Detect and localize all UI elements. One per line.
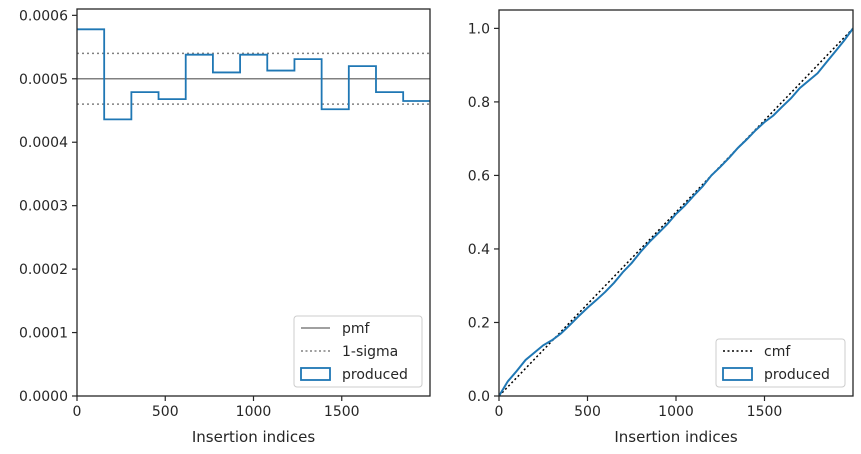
legend-label-pmf: pmf [342,321,371,337]
right-chart-cmf: 0 500 1000 1500 0.0 0.2 0.4 0.6 0.8 1.0 Insertion … [468,9,854,446]
x-tick-label: 1000 [658,404,694,420]
x-tick-label: 1500 [747,404,783,420]
y-tick-label: 0.0002 [19,262,68,278]
x-tick-label: 0 [495,404,504,420]
legend-label-produced: produced [764,367,830,383]
y-tick-label: 0.0006 [19,8,68,24]
y-tick-label: 0.0005 [19,72,68,88]
x-axis-label: Insertion indices [192,428,315,446]
axes-frame [498,9,854,397]
legend-swatch-produced [722,367,753,381]
y-tick-label: 0.0004 [19,135,68,151]
y-tick-label: 0.2 [468,315,490,331]
x-tick-label: 1500 [324,404,360,420]
x-tick-label: 1000 [236,404,272,420]
legend-box [715,338,846,388]
x-tick-label: 500 [574,404,601,420]
y-tick-label: 0.6 [468,168,490,184]
y-tick-label: 1.0 [468,21,490,37]
legend-label-1-sigma: 1-sigma [342,344,398,360]
legend-swatch-produced [300,367,331,381]
plot-area [499,27,853,396]
y-tick-label: 0.0001 [19,326,68,342]
y-tick-label: 0.8 [468,95,490,111]
y-tick-label: 0.0 [468,389,490,405]
left-chart-pmf: 0 500 1000 1500 0.0000 0.0001 0.0002 0.0003 0.00… [19,8,431,446]
produced-line [499,27,853,396]
y-tick-label: 0.4 [468,242,490,258]
x-axis-label: Insertion indices [614,428,737,446]
legend-box [293,315,423,388]
legend-label-cmf: cmf [764,344,791,360]
produced-step-series [77,28,430,121]
x-tick-label: 0 [73,404,82,420]
legend-label-produced: produced [342,367,408,383]
plot-area [77,28,430,121]
x-tick-label: 500 [152,404,179,420]
y-tick-label: 0.0003 [19,199,68,215]
y-tick-label: 0.0000 [19,389,68,405]
